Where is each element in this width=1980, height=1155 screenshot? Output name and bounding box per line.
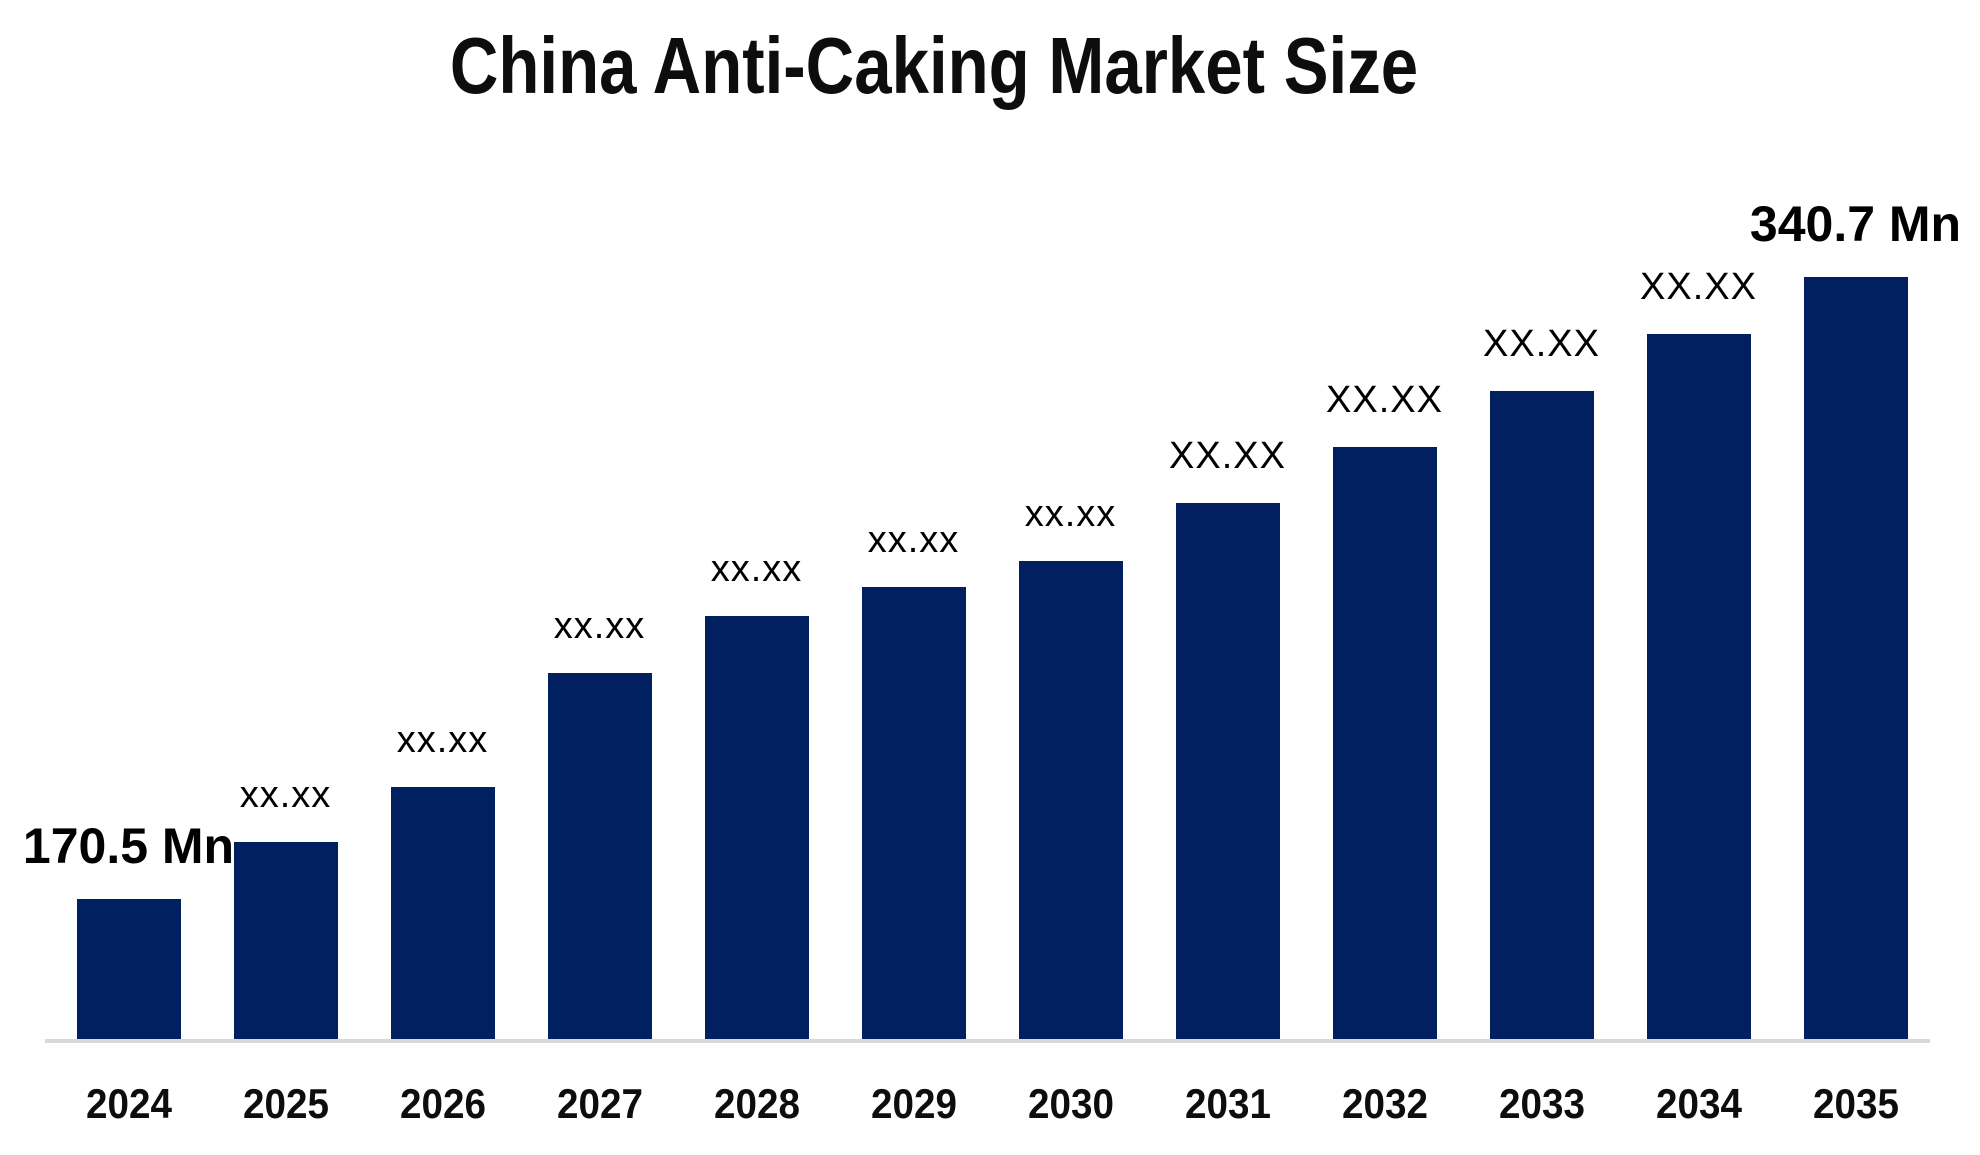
bar-group-2033: XX.XX 2033 (1463, 0, 1620, 1155)
bar-group-2026: xx.xx 2026 (364, 0, 521, 1155)
x-axis-tick-label-2029: 2029 (870, 1080, 957, 1127)
x-axis-line (45, 1039, 1930, 1043)
bar-value-label-2034: XX.XX (1640, 266, 1757, 308)
bar-2028 (704, 616, 809, 1039)
bar-value-label-2026: xx.xx (396, 719, 489, 761)
bar-2024 (76, 899, 181, 1039)
x-axis-tick-label-2031: 2031 (1184, 1080, 1271, 1127)
bar-group-2028: xx.xx 2028 (678, 0, 835, 1155)
bar-2030 (1018, 561, 1123, 1039)
bar-2034 (1646, 334, 1751, 1039)
bar-value-label-2033: XX.XX (1483, 323, 1600, 365)
bar-2027 (547, 673, 652, 1039)
bar-group-2029: xx.xx 2029 (835, 0, 992, 1155)
x-axis-tick-label-2025: 2025 (242, 1080, 329, 1127)
x-axis-tick-label-2035: 2035 (1812, 1080, 1899, 1127)
x-axis-tick-label-2030: 2030 (1027, 1080, 1114, 1127)
bar-2026 (390, 787, 495, 1039)
bar-group-2034: XX.XX 2034 (1620, 0, 1777, 1155)
bar-2029 (861, 587, 966, 1039)
bar-group-2032: XX.XX 2032 (1306, 0, 1463, 1155)
x-axis-tick-label-2026: 2026 (399, 1080, 486, 1127)
bar-2032 (1332, 447, 1437, 1039)
bar-value-label-2027: xx.xx (553, 605, 646, 647)
x-axis-tick-label-2034: 2034 (1655, 1080, 1742, 1127)
bar-2035 (1803, 277, 1908, 1039)
bar-value-label-2024: 170.5 Mn (22, 818, 235, 874)
bar-2025 (233, 842, 338, 1039)
bar-value-label-2035: 340.7 Mn (1749, 196, 1962, 252)
x-axis-tick-label-2027: 2027 (556, 1080, 643, 1127)
x-axis-tick-label-2033: 2033 (1498, 1080, 1585, 1127)
bar-group-2035: 340.7 Mn 2035 (1750, 0, 1961, 1155)
bar-group-2030: xx.xx 2030 (992, 0, 1149, 1155)
bar-value-label-2030: xx.xx (1024, 493, 1117, 535)
bar-value-label-2028: xx.xx (710, 548, 803, 590)
x-axis-tick-label-2024: 2024 (85, 1080, 172, 1127)
bar-2033 (1489, 391, 1594, 1039)
bar-value-label-2032: XX.XX (1326, 379, 1443, 421)
bar-group-2027: xx.xx 2027 (521, 0, 678, 1155)
x-axis-tick-label-2028: 2028 (713, 1080, 800, 1127)
bar-value-label-2031: XX.XX (1169, 435, 1286, 477)
bar-value-label-2029: xx.xx (867, 519, 960, 561)
x-axis-tick-label-2032: 2032 (1341, 1080, 1428, 1127)
bar-value-label-2025: xx.xx (239, 774, 332, 816)
chart-title: China Anti-Caking Market Size (449, 21, 1419, 110)
bar-group-2031: XX.XX 2031 (1149, 0, 1306, 1155)
bar-group-2025: xx.xx 2025 (207, 0, 364, 1155)
bar-group-2024: 170.5 Mn 2024 (23, 0, 234, 1155)
plot-area: 170.5 Mn 2024 xx.xx 2025 xx.xx 2026 xx.x… (23, 0, 1961, 1155)
bar-2031 (1175, 503, 1280, 1039)
